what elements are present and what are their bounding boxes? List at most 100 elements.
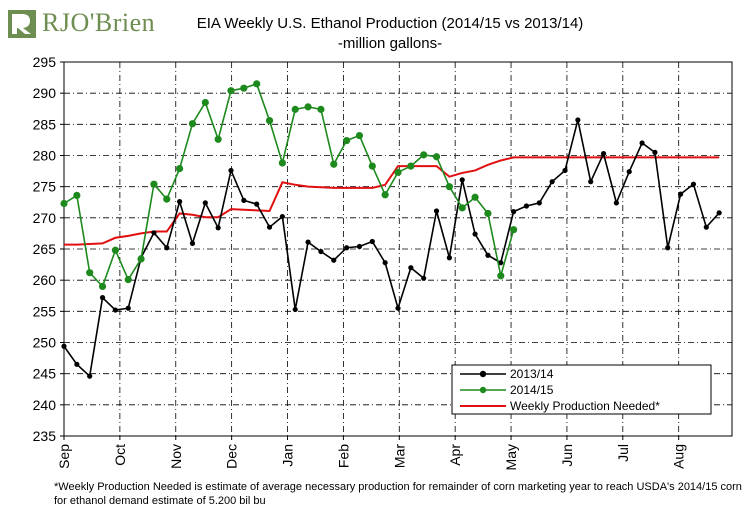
x-tick-label: Jan — [280, 444, 296, 467]
data-point — [87, 373, 93, 379]
data-point — [381, 191, 389, 199]
data-point — [254, 201, 260, 207]
chart-footnote: *Weekly Production Needed is estimate of… — [54, 481, 742, 507]
data-point — [408, 265, 414, 271]
x-axis: Sep Oct Nov Dec Jan Feb Mar Apr May Jun Jul Aug — [56, 436, 687, 470]
series-line — [63, 82, 515, 288]
y-tick-label: 250 — [33, 335, 57, 351]
data-point — [523, 203, 530, 209]
data-point — [98, 282, 107, 290]
data-point — [382, 260, 388, 266]
data-point — [343, 136, 351, 145]
chart-subtitle: -million gallons- — [337, 35, 443, 52]
series-2014-15 — [60, 80, 518, 290]
y-tick-label: 245 — [33, 366, 57, 382]
data-point — [214, 135, 222, 143]
data-point — [562, 167, 568, 174]
legend: 2013/14 2014/15 Weekly Production Needed* — [451, 364, 712, 415]
y-tick-label: 240 — [33, 397, 57, 413]
legend-label: Weekly Production Needed* — [510, 399, 660, 413]
data-point — [189, 240, 196, 246]
data-point — [240, 84, 248, 92]
data-point — [112, 307, 118, 313]
data-point — [445, 183, 453, 191]
data-point — [99, 295, 106, 301]
x-tick-label: Oct — [112, 444, 128, 466]
data-point — [600, 151, 607, 157]
data-point — [421, 275, 427, 281]
data-point — [369, 238, 375, 245]
y-tick-label: 290 — [33, 85, 57, 101]
data-point — [485, 252, 491, 258]
y-tick-label: 285 — [33, 116, 57, 132]
data-point — [330, 160, 338, 168]
series-layer — [60, 80, 722, 379]
data-point — [368, 162, 376, 170]
x-tick-label: Feb — [335, 444, 351, 468]
data-point — [241, 197, 247, 203]
x-tick-label: Jun — [559, 444, 575, 467]
data-point — [510, 226, 518, 234]
data-point — [665, 245, 671, 251]
data-point — [484, 209, 492, 218]
y-tick-label: 260 — [33, 272, 57, 288]
data-point — [125, 305, 131, 311]
y-tick-label: 295 — [33, 54, 57, 70]
data-point — [305, 239, 311, 245]
y-tick-label: 255 — [33, 303, 57, 319]
series-2013-14 — [61, 117, 722, 379]
data-point — [716, 210, 722, 216]
x-tick-label: Mar — [391, 444, 407, 468]
data-point — [432, 153, 441, 161]
y-tick-label: 235 — [33, 428, 57, 444]
data-point — [278, 159, 286, 167]
y-tick-label: 270 — [33, 210, 57, 226]
data-point — [356, 243, 363, 250]
data-point — [201, 98, 209, 107]
data-point — [690, 181, 697, 187]
data-point — [498, 260, 504, 266]
data-point — [355, 131, 364, 140]
x-tick-label: Dec — [224, 444, 240, 469]
data-point — [227, 87, 235, 95]
data-point — [575, 117, 581, 123]
data-point — [331, 257, 337, 263]
data-point — [511, 209, 517, 215]
data-point — [228, 167, 234, 174]
data-point — [177, 199, 183, 205]
series-line — [64, 156, 720, 246]
x-tick-label: Aug — [671, 444, 687, 469]
legend-marker — [479, 386, 487, 394]
logo-wordmark: RJO'Brien — [42, 8, 156, 37]
data-point — [188, 120, 197, 128]
y-tick-label: 265 — [33, 241, 57, 257]
data-point — [433, 208, 440, 214]
data-point — [458, 204, 466, 212]
data-point — [176, 164, 184, 173]
data-point — [265, 116, 274, 125]
grid-lines — [64, 62, 732, 436]
data-point — [86, 269, 94, 277]
chart-title: EIA Weekly U.S. Ethanol Production (2014… — [196, 15, 584, 32]
legend-marker — [479, 370, 487, 378]
data-point — [61, 343, 67, 349]
data-point — [394, 168, 402, 176]
data-point — [291, 105, 299, 113]
data-point — [344, 245, 350, 251]
data-point — [124, 275, 132, 284]
data-point — [446, 255, 452, 261]
data-point — [151, 230, 157, 236]
series-line — [63, 119, 720, 378]
data-point — [150, 180, 158, 188]
data-point — [497, 272, 505, 280]
data-point — [549, 179, 555, 185]
y-tick-label: 280 — [33, 148, 57, 164]
data-point — [215, 225, 221, 231]
data-point — [137, 255, 145, 263]
data-point — [74, 361, 80, 367]
data-point — [317, 105, 325, 113]
data-point — [304, 103, 312, 111]
logo-mark-icon — [8, 10, 36, 38]
data-point — [639, 140, 645, 146]
x-tick-label: May — [503, 444, 519, 470]
